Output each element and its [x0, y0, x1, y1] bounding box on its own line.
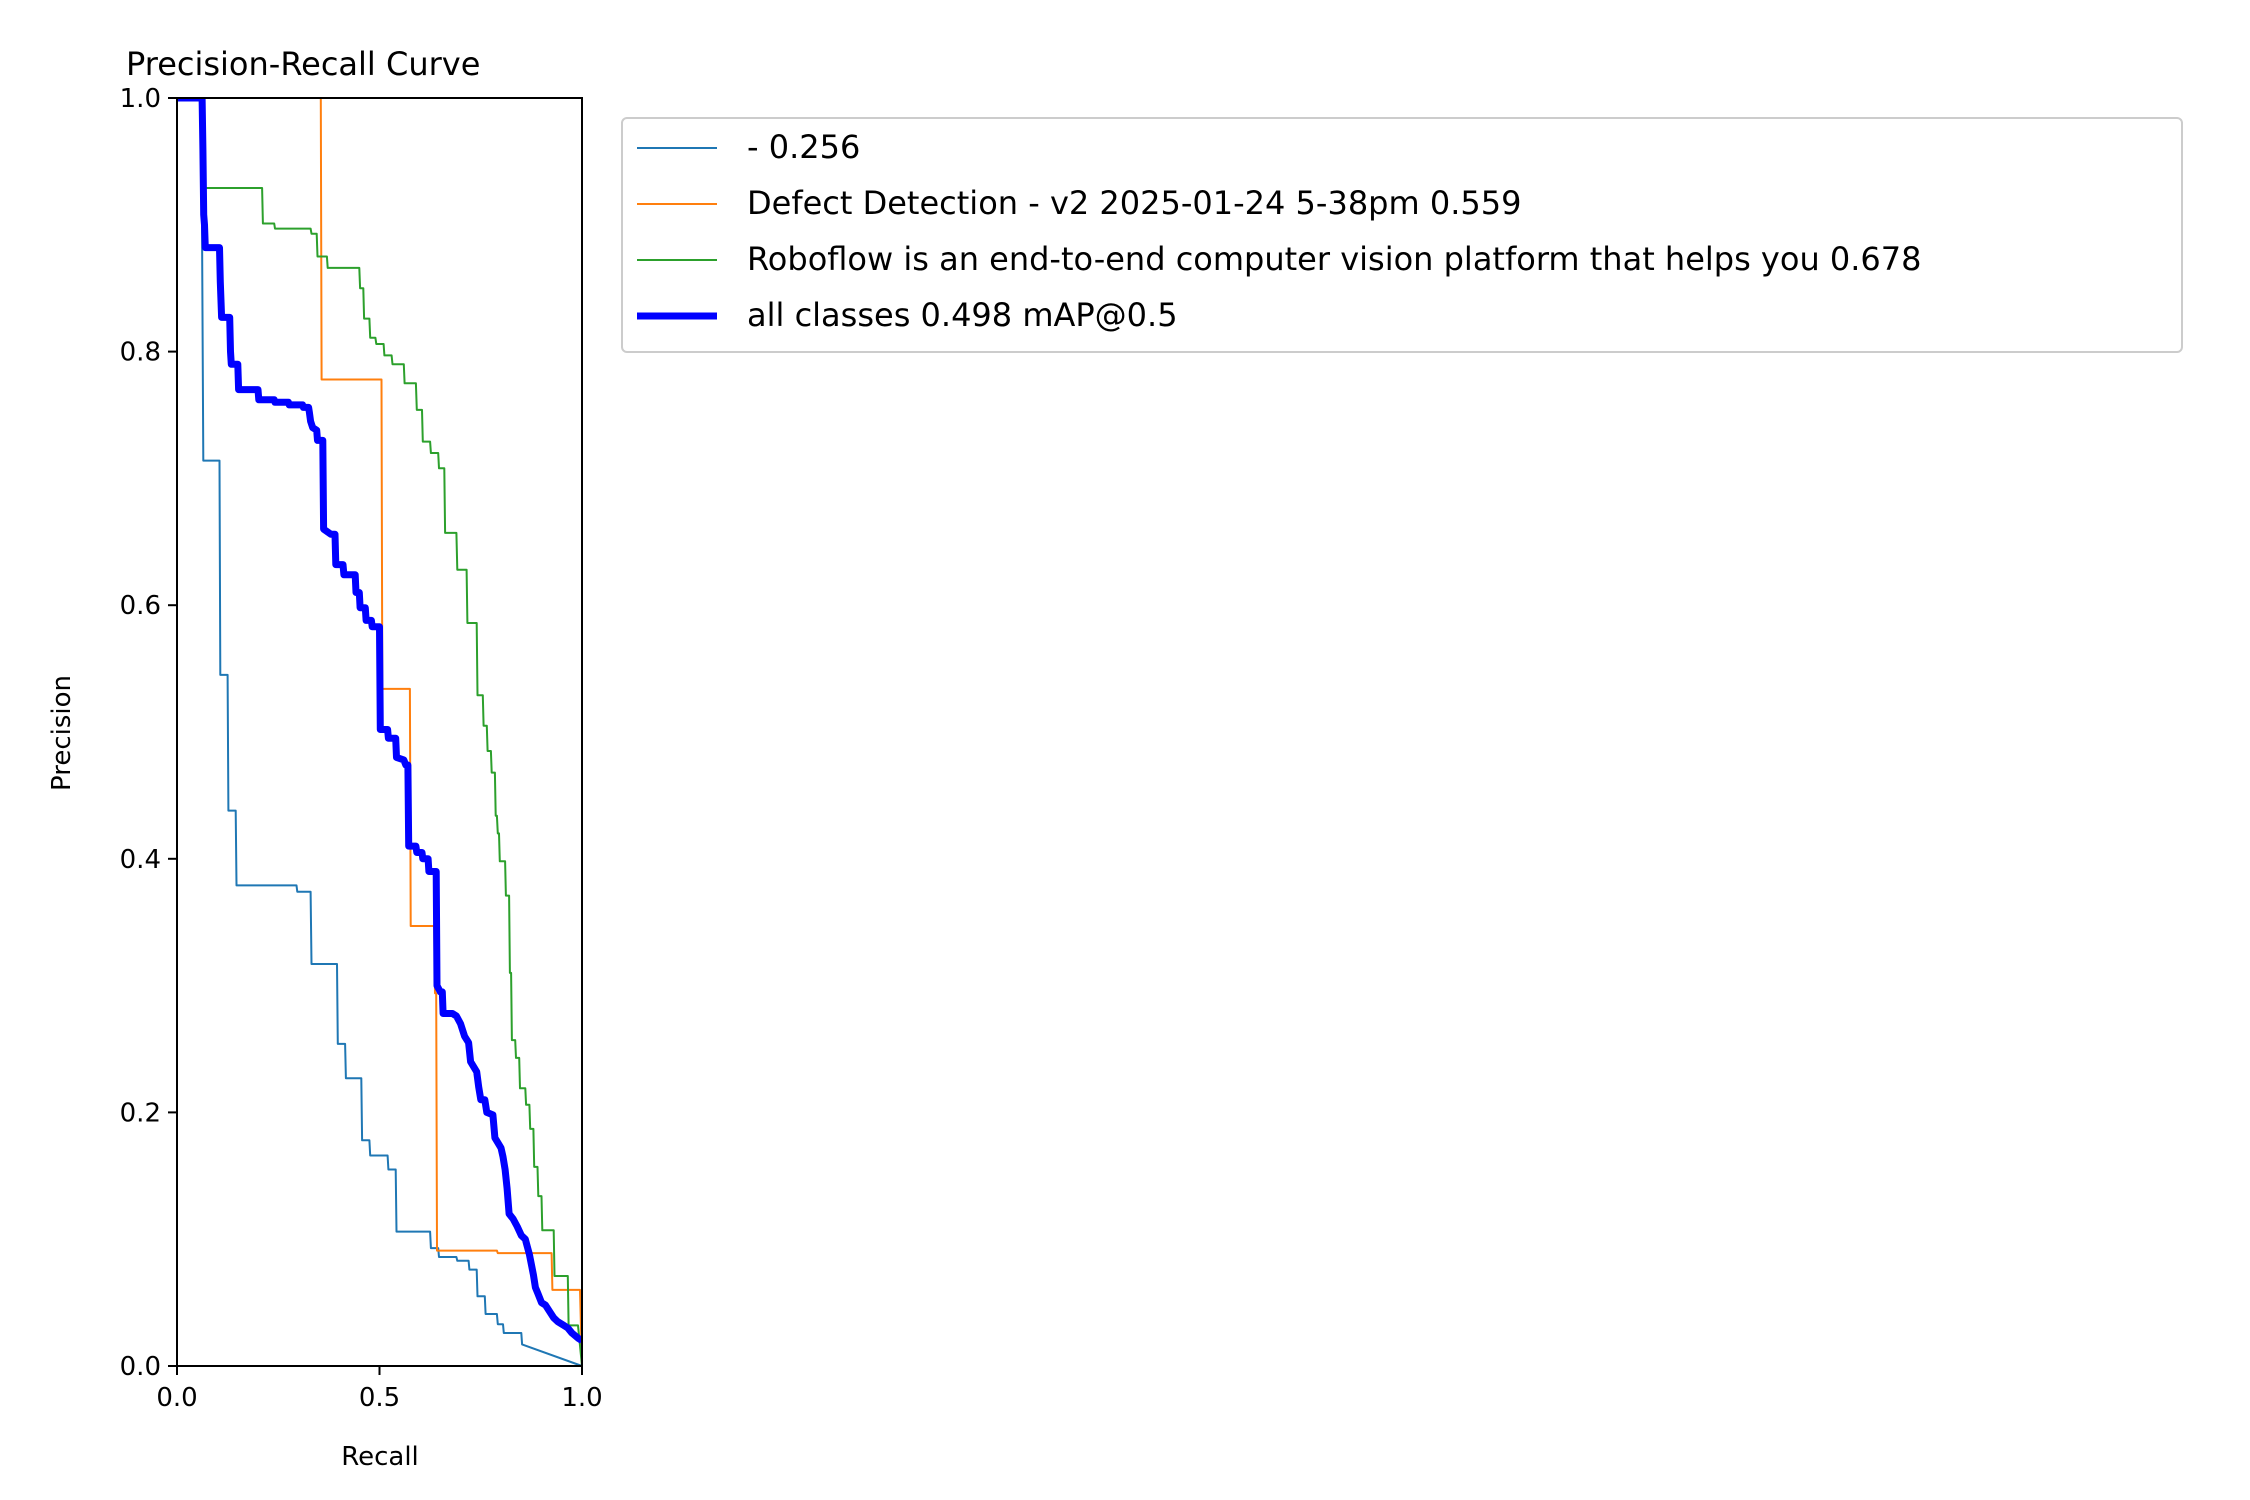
x-tick-label: 0.5	[359, 1383, 400, 1413]
series-line-1	[177, 98, 583, 1367]
y-tick-label: 0.6	[120, 591, 161, 621]
legend-label-3: all classes 0.498 mAP@0.5	[747, 296, 1178, 334]
chart-title: Precision-Recall Curve	[126, 45, 480, 83]
y-tick-label: 0.2	[120, 1098, 161, 1128]
series-layer	[177, 98, 583, 1367]
legend-label-2: Roboflow is an end-to-end computer visio…	[747, 240, 1922, 278]
legend-label-0: - 0.256	[747, 128, 860, 166]
x-tick-label: 1.0	[561, 1383, 602, 1413]
x-axis-label: Recall	[341, 1442, 419, 1472]
y-axis: 0.0 0.2 0.4 0.6 0.8 1.0	[120, 84, 177, 1382]
series-line-0	[177, 98, 583, 1367]
legend-label-1: Defect Detection - v2 2025-01-24 5-38pm …	[747, 184, 1521, 222]
series-line-3	[177, 98, 583, 1344]
y-tick-label: 0.8	[120, 338, 161, 368]
x-axis: 0.0 0.5 1.0	[156, 1366, 603, 1413]
y-axis-label: Precision	[47, 675, 77, 791]
y-tick-label: 0.4	[120, 845, 161, 875]
x-tick-label: 0.0	[156, 1383, 197, 1413]
y-tick-label: 0.0	[120, 1352, 161, 1382]
legend-box	[621, 117, 2183, 353]
series-line-2	[177, 98, 583, 1367]
legend: - 0.256 Defect Detection - v2 2025-01-24 …	[621, 117, 2183, 353]
y-tick-label: 1.0	[120, 84, 161, 114]
